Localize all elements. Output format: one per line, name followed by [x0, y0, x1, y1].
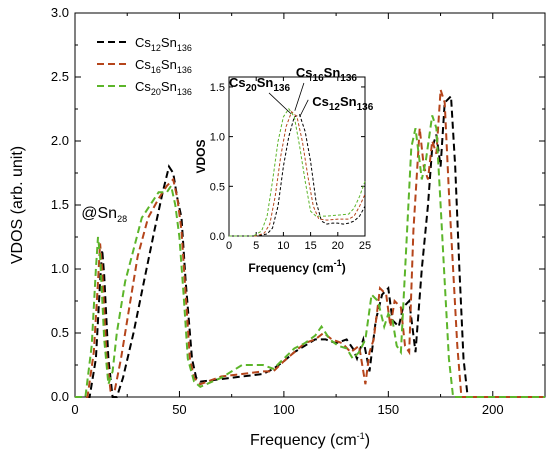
inset-x-axis-title: Frequency (cm-1) [248, 258, 345, 275]
inset-plot: 0 5 10 15 20 25 0.0 0.5 1.0 1.5 Frequency (cm-1) VD… [194, 65, 374, 275]
inset-x-tick-label: 25 [359, 240, 371, 252]
legend-label-1: Cs16Sn136 [135, 57, 192, 75]
legend-label-0: Cs12Sn136 [135, 35, 192, 53]
inset-label-1: Cs16Sn136 [296, 65, 357, 84]
x-tick-label: 0 [71, 402, 78, 417]
inset-series-line-1 [229, 110, 366, 237]
inset-pointer-2 [299, 99, 309, 117]
y-tick-label: 2.0 [51, 133, 69, 148]
inset-pointer-0 [268, 92, 292, 115]
legend-label-2: Cs20Sn136 [135, 79, 192, 97]
y-tick-label: 0.5 [51, 325, 69, 340]
series-line-2 [75, 115, 545, 398]
inset-label-2: Cs12Sn136 [312, 94, 373, 113]
inset-y-axis-title: VDOS [194, 139, 208, 173]
main-plot: 0 50 100 150 2000.00.51.01.52.02.53.0Frequen… [9, 5, 546, 449]
inset-label-0: Cs20Sn136 [229, 75, 290, 94]
x-axis-title: Frequency (cm-1) [250, 431, 370, 449]
y-tick-label: 1.5 [51, 197, 69, 212]
inset-pointer-1 [294, 82, 305, 111]
x-tick-label: 200 [482, 402, 504, 417]
y-tick-label: 1.0 [51, 261, 69, 276]
inset-x-tick-label: 15 [304, 240, 316, 252]
y-axis-title: VDOS (arb. unit) [9, 146, 26, 264]
series-line-0 [75, 93, 545, 398]
y-tick-label: 2.5 [51, 69, 69, 84]
sn28-annotation: @Sn28 [81, 205, 127, 224]
inset-x-tick-label: 10 [277, 240, 289, 252]
x-tick-label: 100 [273, 402, 295, 417]
x-tick-label: 50 [172, 402, 186, 417]
y-tick-label: 0.0 [51, 389, 69, 404]
inset-y-tick-label: 0.5 [210, 181, 225, 193]
y-tick-label: 3.0 [51, 5, 69, 20]
inset-y-tick-label: 1.5 [210, 82, 225, 94]
inset-x-tick-label: 0 [226, 240, 232, 252]
inset-y-tick-label: 0.0 [210, 231, 225, 243]
inset-x-tick-label: 5 [253, 240, 259, 252]
inset-y-tick-label: 1.0 [210, 132, 225, 144]
inset-x-tick-label: 20 [332, 240, 344, 252]
inset-series-line-2 [229, 107, 366, 237]
inset-series-line-0 [229, 114, 366, 237]
x-tick-label: 150 [377, 402, 399, 417]
series-line-1 [75, 89, 545, 398]
